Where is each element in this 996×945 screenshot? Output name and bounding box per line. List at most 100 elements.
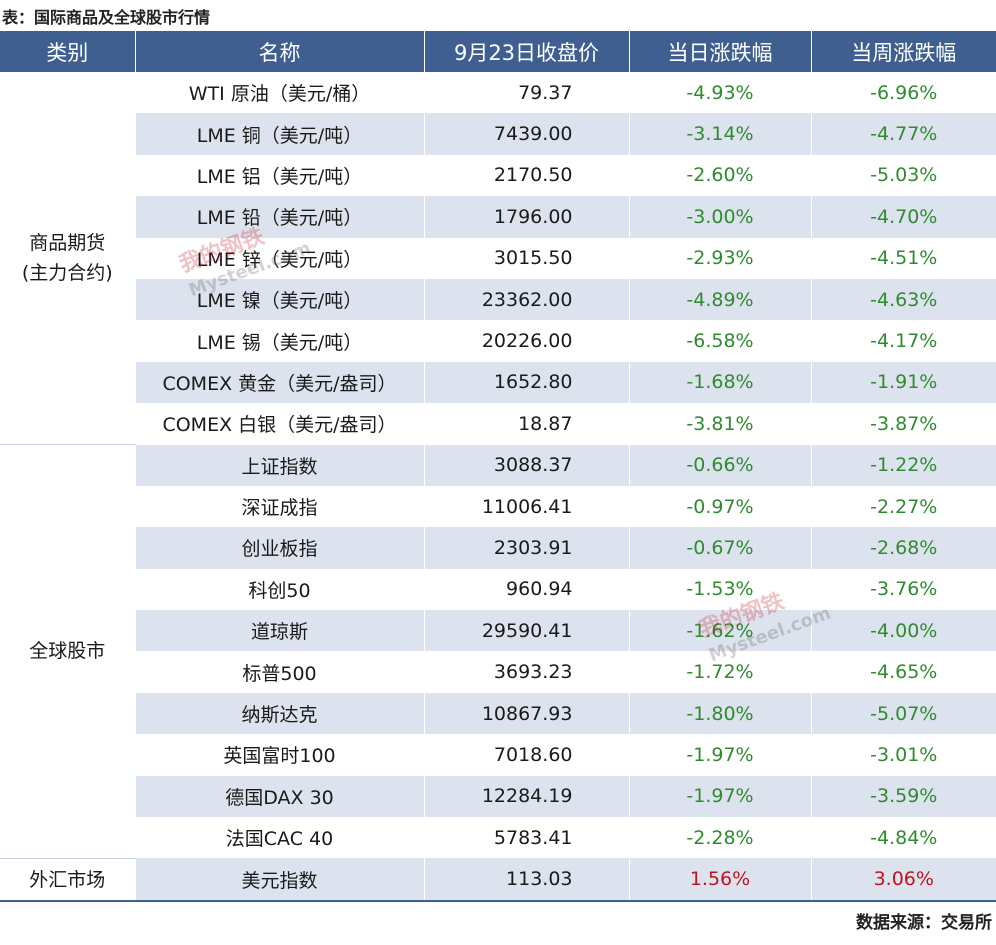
day-change: -6.58%	[628, 320, 811, 362]
table-row: LME 锌（美元/吨） 3015.50 -2.93% -4.51%	[0, 237, 996, 279]
close-price: 113.03	[423, 858, 629, 903]
close-price: 1796.00	[423, 196, 629, 238]
week-change: -4.65%	[810, 651, 996, 693]
instrument-name: 科创50	[134, 568, 424, 611]
header-close-price: 9月23日收盘价	[423, 31, 629, 72]
table-row: LME 铅（美元/吨） 1796.00 -3.00% -4.70%	[0, 196, 996, 238]
close-price: 3088.37	[423, 444, 629, 486]
week-change: -4.77%	[810, 113, 996, 155]
day-change: -1.68%	[628, 361, 811, 404]
instrument-name: 德国DAX 30	[134, 775, 424, 818]
table-caption: 表：国际商品及全球股市行情	[2, 8, 211, 27]
week-change: -1.22%	[810, 444, 996, 486]
week-change: -1.91%	[810, 361, 996, 404]
close-price: 12284.19	[423, 775, 629, 818]
close-price: 7018.60	[423, 734, 629, 776]
table-row: LME 铝（美元/吨） 2170.50 -2.60% -5.03%	[0, 154, 996, 197]
close-price: 960.94	[423, 568, 629, 611]
day-change: -2.60%	[628, 154, 811, 197]
day-change: -2.93%	[628, 237, 811, 279]
day-change: -0.97%	[628, 485, 811, 528]
header-name: 名称	[134, 31, 424, 72]
week-change: -5.07%	[810, 692, 996, 735]
close-price: 3015.50	[423, 237, 629, 279]
close-price: 23362.00	[423, 278, 629, 321]
instrument-name: LME 铜（美元/吨）	[134, 113, 424, 155]
close-price: 10867.93	[423, 692, 629, 735]
close-price: 29590.41	[423, 610, 629, 652]
instrument-name: 英国富时100	[134, 734, 424, 776]
table-row: 全球股市 上证指数 3088.37 -0.66% -1.22%	[0, 444, 996, 859]
table-row: 深证成指 11006.41 -0.97% -2.27%	[0, 485, 996, 528]
day-change: -3.00%	[628, 196, 811, 238]
table-body: 商品期货 (主力合约) WTI 原油（美元/桶） 79.37 -4.93% -6.96%…	[0, 72, 996, 903]
close-price: 2303.91	[423, 527, 629, 569]
header-row: 类别 名称 9月23日收盘价 当日涨跌幅 当周涨跌幅	[0, 31, 996, 72]
instrument-name: COMEX 黄金（美元/盎司）	[134, 361, 424, 404]
week-change: -4.17%	[810, 320, 996, 362]
header-week-change: 当周涨跌幅	[810, 31, 996, 72]
close-price: 5783.41	[423, 817, 629, 859]
day-change: -4.89%	[628, 278, 811, 321]
table-row: 纳斯达克 10867.93 -1.80% -5.07%	[0, 692, 996, 735]
week-change: -4.70%	[810, 196, 996, 238]
instrument-name: LME 镍（美元/吨）	[134, 278, 424, 321]
table-row: 创业板指 2303.91 -0.67% -2.68%	[0, 527, 996, 569]
close-price: 11006.41	[423, 485, 629, 528]
table-row: LME 镍（美元/吨） 23362.00 -4.89% -4.63%	[0, 278, 996, 321]
table-row: COMEX 白银（美元/盎司） 18.87 -3.81% -3.87%	[0, 403, 996, 445]
day-change: -1.97%	[628, 775, 811, 818]
category-cell: 外汇市场	[0, 858, 135, 903]
day-change: -3.81%	[628, 403, 811, 445]
close-price: 18.87	[423, 403, 629, 445]
day-change: -1.80%	[628, 692, 811, 735]
day-change: -4.93%	[628, 72, 811, 114]
table-row: LME 锡（美元/吨） 20226.00 -6.58% -4.17%	[0, 320, 996, 362]
week-change: -3.76%	[810, 568, 996, 611]
table-row: 外汇市场 美元指数 113.03 1.56% 3.06%	[0, 858, 996, 903]
table-row: 商品期货 (主力合约) WTI 原油（美元/桶） 79.37 -4.93% -6.96%	[0, 72, 996, 446]
instrument-name: 深证成指	[134, 485, 424, 528]
table-row: 法国CAC 40 5783.41 -2.28% -4.84%	[0, 817, 996, 859]
instrument-name: 道琼斯	[134, 610, 424, 652]
week-change: -2.27%	[810, 485, 996, 528]
day-change: -1.97%	[628, 734, 811, 776]
close-price: 3693.23	[423, 651, 629, 693]
day-change: -3.14%	[628, 113, 811, 155]
category-cell: 全球股市	[0, 444, 135, 859]
close-price: 20226.00	[423, 320, 629, 362]
close-price: 7439.00	[423, 113, 629, 155]
day-change: -1.72%	[628, 651, 811, 693]
day-change: 1.56%	[628, 858, 811, 903]
close-price: 2170.50	[423, 154, 629, 197]
day-change: -0.67%	[628, 527, 811, 569]
instrument-name: 美元指数	[134, 858, 424, 903]
day-change: -1.53%	[628, 568, 811, 611]
week-change: -2.68%	[810, 527, 996, 569]
day-change: -2.28%	[628, 817, 811, 859]
instrument-name: LME 锡（美元/吨）	[134, 320, 424, 362]
week-change: -4.84%	[810, 817, 996, 859]
week-change: -6.96%	[810, 72, 996, 114]
table-row: COMEX 黄金（美元/盎司） 1652.80 -1.68% -1.91%	[0, 361, 996, 404]
table-row: 德国DAX 30 12284.19 -1.97% -3.59%	[0, 775, 996, 818]
table-row: 科创50 960.94 -1.53% -3.76%	[0, 568, 996, 611]
table-row: 英国富时100 7018.60 -1.97% -3.01%	[0, 734, 996, 776]
day-change: -0.66%	[628, 444, 811, 486]
week-change: 3.06%	[810, 858, 996, 903]
week-change: -4.63%	[810, 278, 996, 321]
instrument-name: LME 铅（美元/吨）	[134, 196, 424, 238]
instrument-name: LME 锌（美元/吨）	[134, 237, 424, 279]
instrument-name: LME 铝（美元/吨）	[134, 154, 424, 197]
table-row: 标普500 3693.23 -1.72% -4.65%	[0, 651, 996, 693]
instrument-name: 创业板指	[134, 527, 424, 569]
close-price: 1652.80	[423, 361, 629, 404]
instrument-name: 上证指数	[134, 444, 424, 486]
table-row: LME 铜（美元/吨） 7439.00 -3.14% -4.77%	[0, 113, 996, 155]
instrument-name: 标普500	[134, 651, 424, 693]
week-change: -4.51%	[810, 237, 996, 279]
header-day-change: 当日涨跌幅	[628, 31, 811, 72]
instrument-name: 纳斯达克	[134, 692, 424, 735]
instrument-name: COMEX 白银（美元/盎司）	[134, 403, 424, 445]
week-change: -3.59%	[810, 775, 996, 818]
